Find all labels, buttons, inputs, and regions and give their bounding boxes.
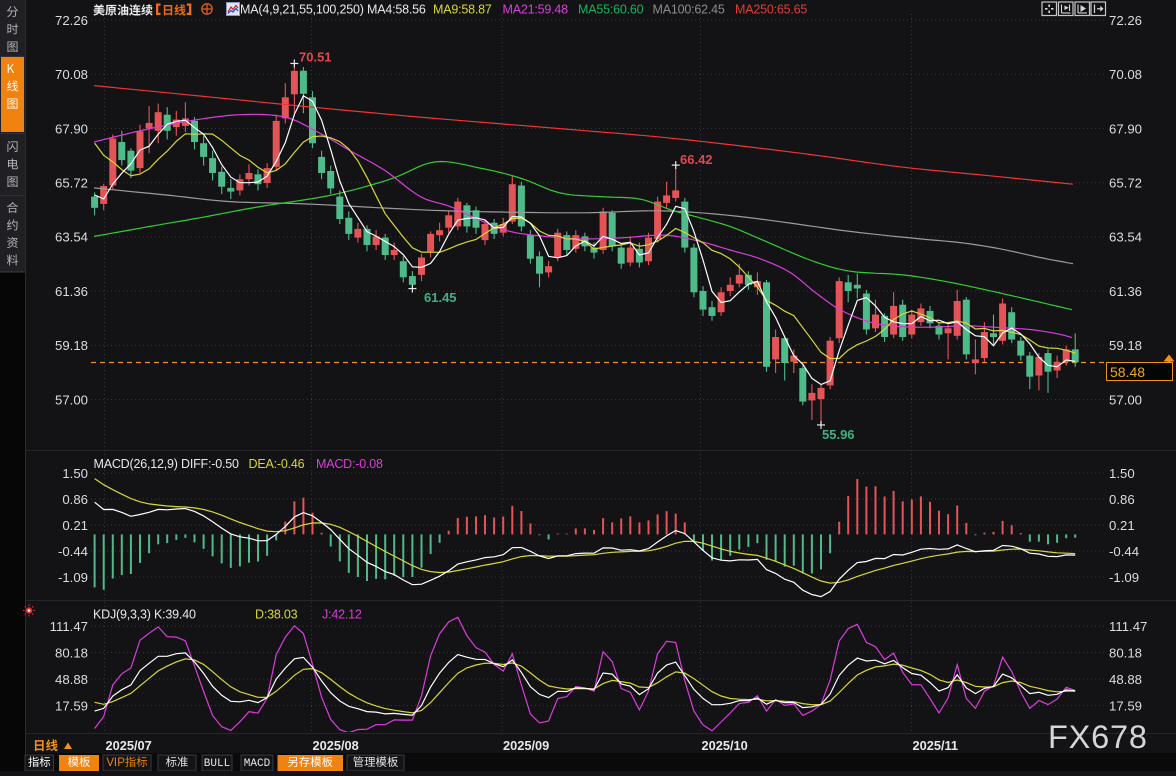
svg-text:65.72: 65.72 bbox=[55, 176, 88, 191]
svg-text:-1.09: -1.09 bbox=[58, 570, 88, 585]
svg-text:MA9:58.87: MA9:58.87 bbox=[433, 3, 492, 17]
svg-text:63.54: 63.54 bbox=[1109, 230, 1142, 245]
svg-text:63.54: 63.54 bbox=[55, 230, 88, 245]
svg-text:FX678: FX678 bbox=[1048, 719, 1148, 755]
svg-text:MACD: MACD bbox=[244, 758, 271, 770]
svg-text:61.36: 61.36 bbox=[55, 284, 88, 299]
svg-text:-1.09: -1.09 bbox=[1109, 570, 1139, 585]
svg-text:1.50: 1.50 bbox=[1109, 466, 1135, 481]
svg-text:17.59: 17.59 bbox=[1109, 698, 1142, 713]
svg-text:61.45: 61.45 bbox=[424, 290, 457, 305]
svg-text:2025/07: 2025/07 bbox=[106, 738, 152, 753]
svg-text:111.47: 111.47 bbox=[50, 619, 88, 634]
svg-text:70.08: 70.08 bbox=[55, 67, 88, 82]
svg-text:J:42.12: J:42.12 bbox=[322, 608, 362, 622]
svg-text:BULL: BULL bbox=[204, 758, 230, 770]
svg-text:V: V bbox=[106, 757, 114, 769]
svg-text:48.88: 48.88 bbox=[55, 672, 88, 687]
svg-text:0.86: 0.86 bbox=[1109, 492, 1135, 507]
svg-text:67.90: 67.90 bbox=[55, 121, 88, 136]
svg-text:I: I bbox=[114, 757, 117, 769]
svg-text:0.21: 0.21 bbox=[62, 518, 88, 533]
svg-text:P: P bbox=[117, 757, 125, 769]
svg-text:48.88: 48.88 bbox=[1109, 672, 1142, 687]
svg-text:111.47: 111.47 bbox=[1109, 619, 1147, 634]
svg-text:59.18: 59.18 bbox=[55, 338, 88, 353]
svg-text:57.00: 57.00 bbox=[55, 392, 88, 407]
svg-text:65.72: 65.72 bbox=[1109, 176, 1142, 191]
svg-text:2025/11: 2025/11 bbox=[913, 738, 959, 753]
svg-text:61.36: 61.36 bbox=[1109, 284, 1142, 299]
svg-text:2025/09: 2025/09 bbox=[503, 738, 549, 753]
svg-text:59.18: 59.18 bbox=[1109, 338, 1142, 353]
svg-text:MACD:-0.08: MACD:-0.08 bbox=[316, 457, 383, 471]
svg-text:66.42: 66.42 bbox=[680, 152, 713, 167]
svg-text:-0.44: -0.44 bbox=[1109, 544, 1139, 559]
svg-text:-0.44: -0.44 bbox=[58, 544, 88, 559]
svg-text:MA21:59.48: MA21:59.48 bbox=[503, 3, 569, 17]
svg-text:DEA:-0.46: DEA:-0.46 bbox=[249, 457, 305, 471]
svg-text:MA100:62.45: MA100:62.45 bbox=[653, 3, 725, 17]
svg-text:72.26: 72.26 bbox=[55, 13, 88, 28]
svg-text:70.51: 70.51 bbox=[299, 50, 332, 65]
svg-text:80.18: 80.18 bbox=[1109, 645, 1142, 660]
svg-text:MA4:58.56: MA4:58.56 bbox=[367, 3, 426, 17]
svg-text:0.21: 0.21 bbox=[1109, 518, 1135, 533]
svg-text:2025/10: 2025/10 bbox=[702, 738, 748, 753]
svg-text:2025/08: 2025/08 bbox=[313, 738, 359, 753]
svg-text:MACD(26,12,9) DIFF:-0.50: MACD(26,12,9) DIFF:-0.50 bbox=[94, 457, 239, 471]
svg-text:58.48: 58.48 bbox=[1110, 364, 1145, 380]
svg-text:MA55:60.60: MA55:60.60 bbox=[578, 3, 644, 17]
svg-text:0.86: 0.86 bbox=[62, 492, 88, 507]
svg-text:KDJ(9,3,3) K:39.40: KDJ(9,3,3) K:39.40 bbox=[93, 608, 196, 622]
svg-text:MA(4,9,21,55,100,250): MA(4,9,21,55,100,250) bbox=[240, 3, 364, 17]
svg-text:17.59: 17.59 bbox=[55, 698, 88, 713]
svg-text:72.26: 72.26 bbox=[1109, 13, 1142, 28]
svg-text:55.96: 55.96 bbox=[822, 427, 855, 442]
svg-text:57.00: 57.00 bbox=[1109, 392, 1142, 407]
svg-text:67.90: 67.90 bbox=[1109, 121, 1142, 136]
svg-text:1.50: 1.50 bbox=[62, 466, 88, 481]
svg-text:70.08: 70.08 bbox=[1109, 67, 1142, 82]
svg-text:MA250:65.65: MA250:65.65 bbox=[735, 3, 807, 17]
svg-text:D:38.03: D:38.03 bbox=[255, 608, 298, 622]
svg-text:80.18: 80.18 bbox=[55, 645, 88, 660]
